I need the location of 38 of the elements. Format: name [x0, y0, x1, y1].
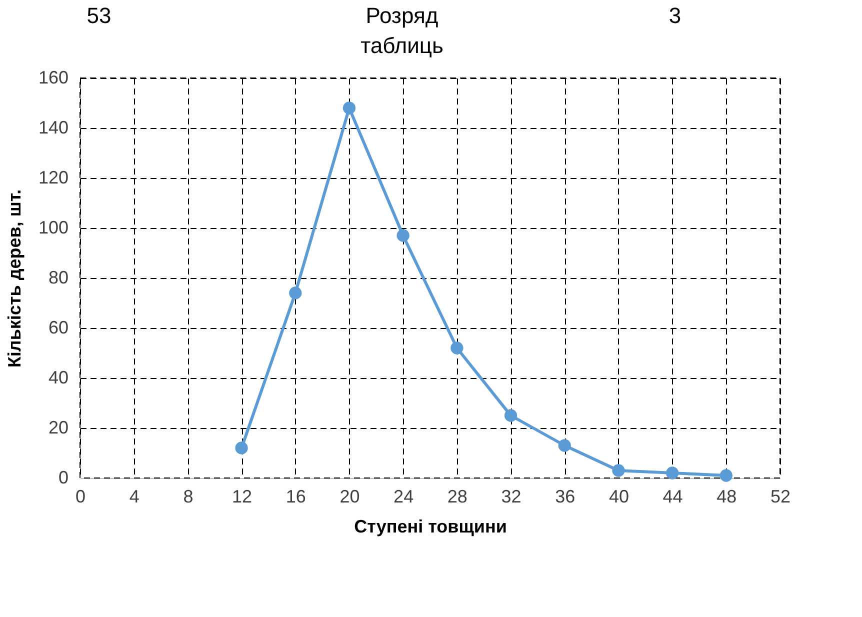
text: 53: [86, 3, 112, 28]
y-tick-label: 60: [48, 318, 68, 338]
x-tick-label: 20: [340, 486, 360, 506]
y-tick-label: 0: [58, 468, 68, 488]
x-tick-label: 16: [286, 486, 306, 506]
x-tick-label: 4: [129, 486, 140, 506]
x-tick-label: 8: [183, 486, 194, 506]
x-axis-title: Ступені товщини: [354, 516, 507, 536]
text: Розряд таблиць: [360, 3, 444, 58]
x-tick-label: 0: [75, 486, 86, 506]
y-tick-label: 40: [48, 368, 68, 388]
point: [504, 409, 518, 422]
x-tick-label: 28: [447, 486, 468, 506]
y-tick-label: 20: [48, 418, 68, 438]
x-tick-label: 12: [232, 486, 252, 506]
x-tick-label: 36: [555, 486, 576, 506]
point: [666, 466, 679, 480]
point: [450, 342, 464, 354]
x-tick-label: 32: [501, 486, 522, 506]
y-tick-label: 120: [38, 168, 68, 188]
point: [558, 439, 571, 452]
point: [235, 442, 248, 454]
text: 3: [668, 3, 682, 28]
point: [289, 286, 302, 300]
y-axis-title: Кількість дерев, шт.: [4, 189, 24, 368]
point: [612, 464, 625, 477]
point: [720, 469, 732, 482]
x-tick-label: 40: [608, 486, 629, 506]
point: [342, 102, 356, 114]
x-tick-label: 52: [770, 486, 791, 506]
x-tick-label: 24: [394, 486, 414, 506]
point: [396, 229, 410, 242]
x-tick-label: 48: [716, 486, 737, 506]
y-tick-label: 80: [48, 268, 68, 288]
y-tick-label: 160: [38, 68, 68, 88]
y-tick-label: 100: [38, 218, 68, 238]
y-tick-label: 140: [38, 118, 68, 138]
x-tick-label: 44: [662, 486, 683, 506]
